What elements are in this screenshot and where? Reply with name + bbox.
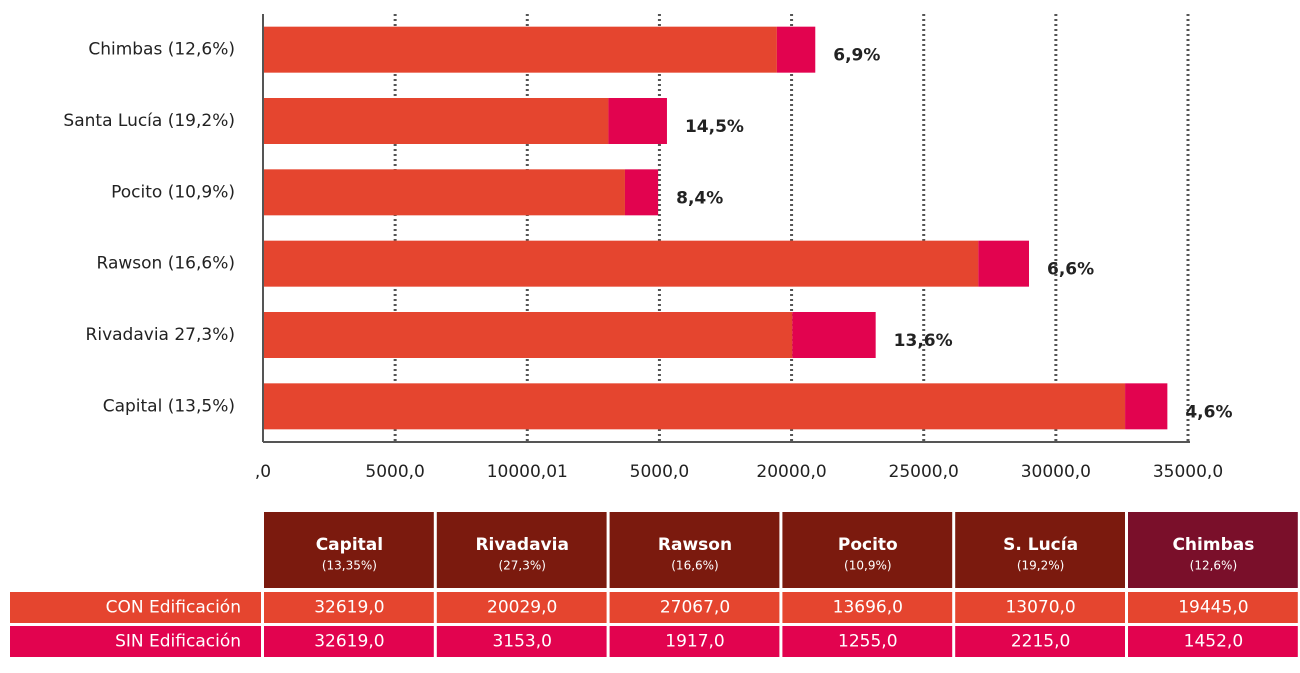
table-header-sub: (16,6%) xyxy=(671,559,718,573)
bar-segment xyxy=(263,383,1126,430)
table-cell xyxy=(264,592,434,623)
table-row-header xyxy=(10,592,261,623)
table-row-header xyxy=(10,626,261,657)
bar-segment xyxy=(263,312,793,358)
bar-label: 14,5% xyxy=(685,117,744,137)
bar-segment xyxy=(608,98,667,144)
table-header-name: Capital xyxy=(316,535,383,555)
table-cell-text: 32619,0 xyxy=(314,632,384,652)
table-header-cell xyxy=(782,512,953,588)
table-header-cell xyxy=(1128,512,1298,588)
x-tick-label: 5000,0 xyxy=(365,462,424,482)
bar-segment xyxy=(624,169,659,216)
category-label: Chimbas (12,6%) xyxy=(88,40,235,60)
table-cell-text: 19445,0 xyxy=(1178,598,1248,618)
bar-label: 4,6% xyxy=(1185,402,1232,422)
table-cell-text: 13070,0 xyxy=(1005,598,1075,618)
table-row-label: CON Edificación xyxy=(106,598,241,618)
table-header-name: Rawson xyxy=(658,535,732,555)
bar-segment xyxy=(263,26,777,73)
table-row-label: SIN Edificación xyxy=(115,632,241,652)
table-header-cell xyxy=(609,512,780,588)
category-label: Rivadavia 27,3%) xyxy=(86,325,235,345)
table-cell xyxy=(609,592,780,623)
table-cell-text: 1452,0 xyxy=(1184,632,1243,652)
table-header-sub: (19,2%) xyxy=(1017,559,1064,573)
x-tick-label: ,0 xyxy=(255,462,271,482)
table-cell xyxy=(264,626,434,657)
table-cell-text: 20029,0 xyxy=(487,598,557,618)
table-cell-text: 2215,0 xyxy=(1011,632,1070,652)
table-header-cell xyxy=(436,512,607,588)
x-tick-label: 30000,0 xyxy=(1021,462,1091,482)
table-header-name: Chimbas xyxy=(1172,535,1254,555)
bar-segment xyxy=(263,169,625,216)
x-tick-label: 35000,0 xyxy=(1153,462,1223,482)
table-header-name: Rivadavia xyxy=(475,535,569,555)
bar-segment xyxy=(776,26,816,73)
table-cell xyxy=(955,592,1125,623)
table-cell xyxy=(436,626,607,657)
bar-label: 8,4% xyxy=(676,188,723,208)
table-cell xyxy=(1128,626,1298,657)
bar-segment xyxy=(263,98,609,144)
table-header-name: S. Lucía xyxy=(1003,535,1078,555)
table-header-sub: (10,9%) xyxy=(844,559,891,573)
category-label: Capital (13,5%) xyxy=(103,396,235,416)
bar-segment xyxy=(792,312,876,358)
category-label: Rawson (16,6%) xyxy=(97,254,235,274)
table-cell xyxy=(782,626,953,657)
bar-label: 6,9% xyxy=(833,46,880,66)
x-tick-label: 25000,0 xyxy=(889,462,959,482)
x-tick-label: 5000,0 xyxy=(630,462,689,482)
table-cell-text: 32619,0 xyxy=(314,598,384,618)
table-header-sub: (12,6%) xyxy=(1190,559,1237,573)
bar-segment xyxy=(1125,383,1168,430)
table-cell xyxy=(955,626,1125,657)
table-header-sub: (27,3%) xyxy=(498,559,545,573)
category-label: Pocito (10,9%) xyxy=(111,182,235,202)
table-header-cell xyxy=(264,512,434,588)
x-tick-label: 20000,0 xyxy=(756,462,826,482)
bar-segment xyxy=(263,240,979,287)
table-cell-text: 13696,0 xyxy=(833,598,903,618)
table-header-cell xyxy=(955,512,1125,588)
table-cell-text: 1255,0 xyxy=(838,632,897,652)
table-header-sub: (13,35%) xyxy=(322,559,377,573)
table-header-name: Pocito xyxy=(838,535,898,555)
table-cell-text: 1917,0 xyxy=(665,632,724,652)
table-cell-text: 3153,0 xyxy=(492,632,551,652)
bar-segment xyxy=(978,240,1030,287)
table-cell-text: 27067,0 xyxy=(660,598,730,618)
table-cell xyxy=(609,626,780,657)
bar-label: 13,6% xyxy=(894,331,953,351)
table-cell xyxy=(436,592,607,623)
table-cell xyxy=(1128,592,1298,623)
category-label: Santa Lucía (19,2%) xyxy=(63,111,235,131)
table-cell xyxy=(782,592,953,623)
x-tick-label: 10000,01 xyxy=(487,462,568,482)
bar-label: 6,6% xyxy=(1047,260,1094,280)
